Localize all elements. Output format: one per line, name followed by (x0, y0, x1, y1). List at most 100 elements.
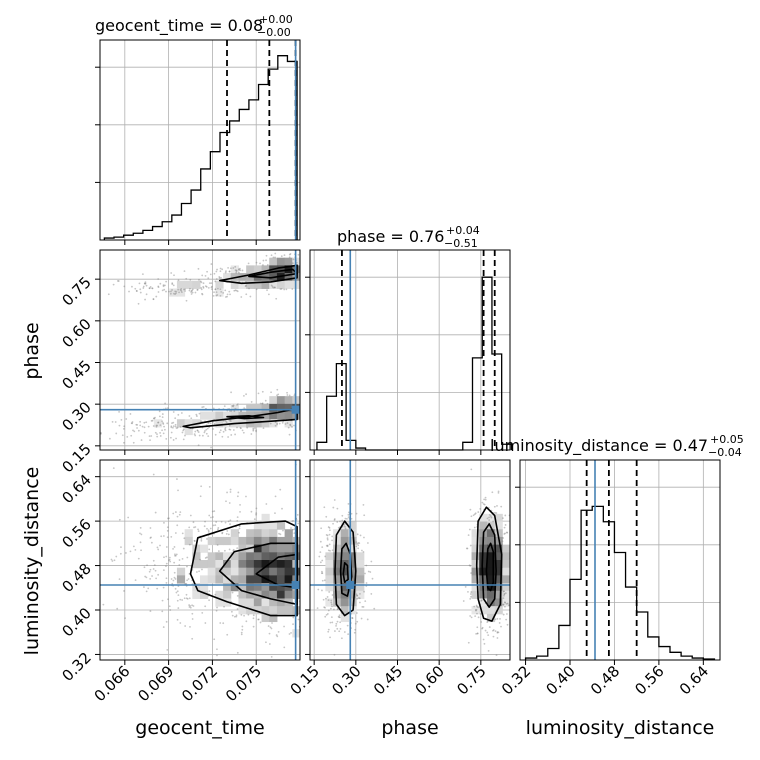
x-tick-label: 0.40 (542, 662, 578, 698)
sample-point (277, 630, 280, 633)
sample-point (326, 544, 329, 547)
sample-point (198, 412, 201, 415)
sample-point (128, 290, 130, 293)
density-cell (340, 552, 349, 561)
sample-point (219, 622, 222, 624)
sample-point (162, 422, 164, 424)
sample-point (283, 646, 286, 649)
sample-point (173, 571, 176, 574)
density-cell (340, 583, 349, 592)
sample-point (306, 576, 308, 578)
sample-point (503, 594, 505, 597)
sample-point (148, 435, 151, 438)
sample-point (141, 273, 144, 276)
sample-point (486, 517, 489, 520)
sample-point (504, 524, 507, 526)
sample-point (357, 547, 360, 550)
sample-point (271, 285, 274, 288)
sample-point (153, 417, 155, 420)
sample-point (303, 411, 305, 413)
sample-point (268, 632, 271, 635)
sample-point (245, 293, 248, 296)
sample-point (181, 557, 184, 560)
sample-point (157, 548, 160, 551)
sample-point (334, 630, 336, 632)
sample-point (164, 402, 167, 405)
sample-point (302, 418, 304, 420)
density-cell (325, 598, 334, 607)
sample-point (307, 621, 309, 623)
x-tick-label: 0.30 (328, 662, 364, 698)
sample-point (305, 524, 307, 526)
sample-point (341, 519, 344, 522)
sample-point (154, 416, 156, 419)
sample-point (268, 418, 271, 421)
sample-point (229, 420, 232, 423)
sample-point (224, 429, 227, 432)
density-cell (207, 536, 216, 546)
sample-point (171, 426, 174, 429)
sample-point (79, 553, 81, 555)
sample-point (506, 602, 509, 605)
sample-point (273, 286, 276, 289)
panel-frame (99, 459, 301, 661)
sample-point (269, 626, 272, 629)
sample-point (159, 435, 162, 437)
sample-point (245, 620, 248, 623)
density-cell (276, 280, 286, 289)
sample-point (221, 268, 224, 271)
sample-point (118, 578, 121, 581)
sample-point (203, 525, 206, 528)
sample-point (286, 394, 289, 396)
sample-point (162, 535, 165, 537)
density-cell (269, 590, 278, 599)
density-cell (276, 521, 286, 530)
sample-point (147, 587, 150, 590)
sample-point (303, 269, 305, 271)
sample-point (174, 425, 177, 428)
sample-point (139, 532, 141, 535)
density-cell (215, 411, 224, 420)
density-cell (340, 529, 349, 538)
density-cell (276, 396, 286, 405)
sample-point (255, 512, 258, 515)
sample-point (168, 290, 170, 293)
sample-point (225, 533, 228, 535)
sample-point (98, 288, 100, 290)
sample-point (302, 257, 304, 259)
sample-point (221, 435, 224, 438)
sample-point (480, 621, 483, 623)
sample-point (226, 491, 228, 494)
sample-point (306, 268, 308, 270)
sample-point (189, 605, 192, 607)
sample-point (339, 520, 341, 523)
sample-point (482, 503, 485, 505)
sample-point (182, 438, 185, 441)
sample-point (148, 570, 151, 573)
sample-point (307, 579, 309, 581)
sample-point (492, 629, 495, 631)
density-cell (284, 273, 293, 282)
density-cell (215, 575, 224, 584)
sample-point (337, 526, 340, 529)
sample-point (186, 597, 189, 600)
sample-point (303, 269, 305, 271)
density-cell (230, 529, 239, 538)
sample-point (204, 557, 207, 559)
sample-point (507, 604, 510, 607)
sample-point (277, 393, 280, 396)
density-cell (261, 598, 270, 607)
sample-point (181, 532, 184, 535)
density-cell (276, 411, 286, 420)
density-cell (223, 536, 232, 546)
sample-point (235, 271, 238, 274)
sample-point (206, 527, 208, 530)
sample-point (230, 610, 233, 613)
density-cell (200, 575, 209, 584)
sample-point (206, 538, 208, 540)
sample-point (469, 597, 472, 600)
density-cell (276, 575, 286, 584)
density-cell (276, 265, 286, 274)
density-cell (333, 598, 342, 607)
sample-point (157, 421, 159, 424)
